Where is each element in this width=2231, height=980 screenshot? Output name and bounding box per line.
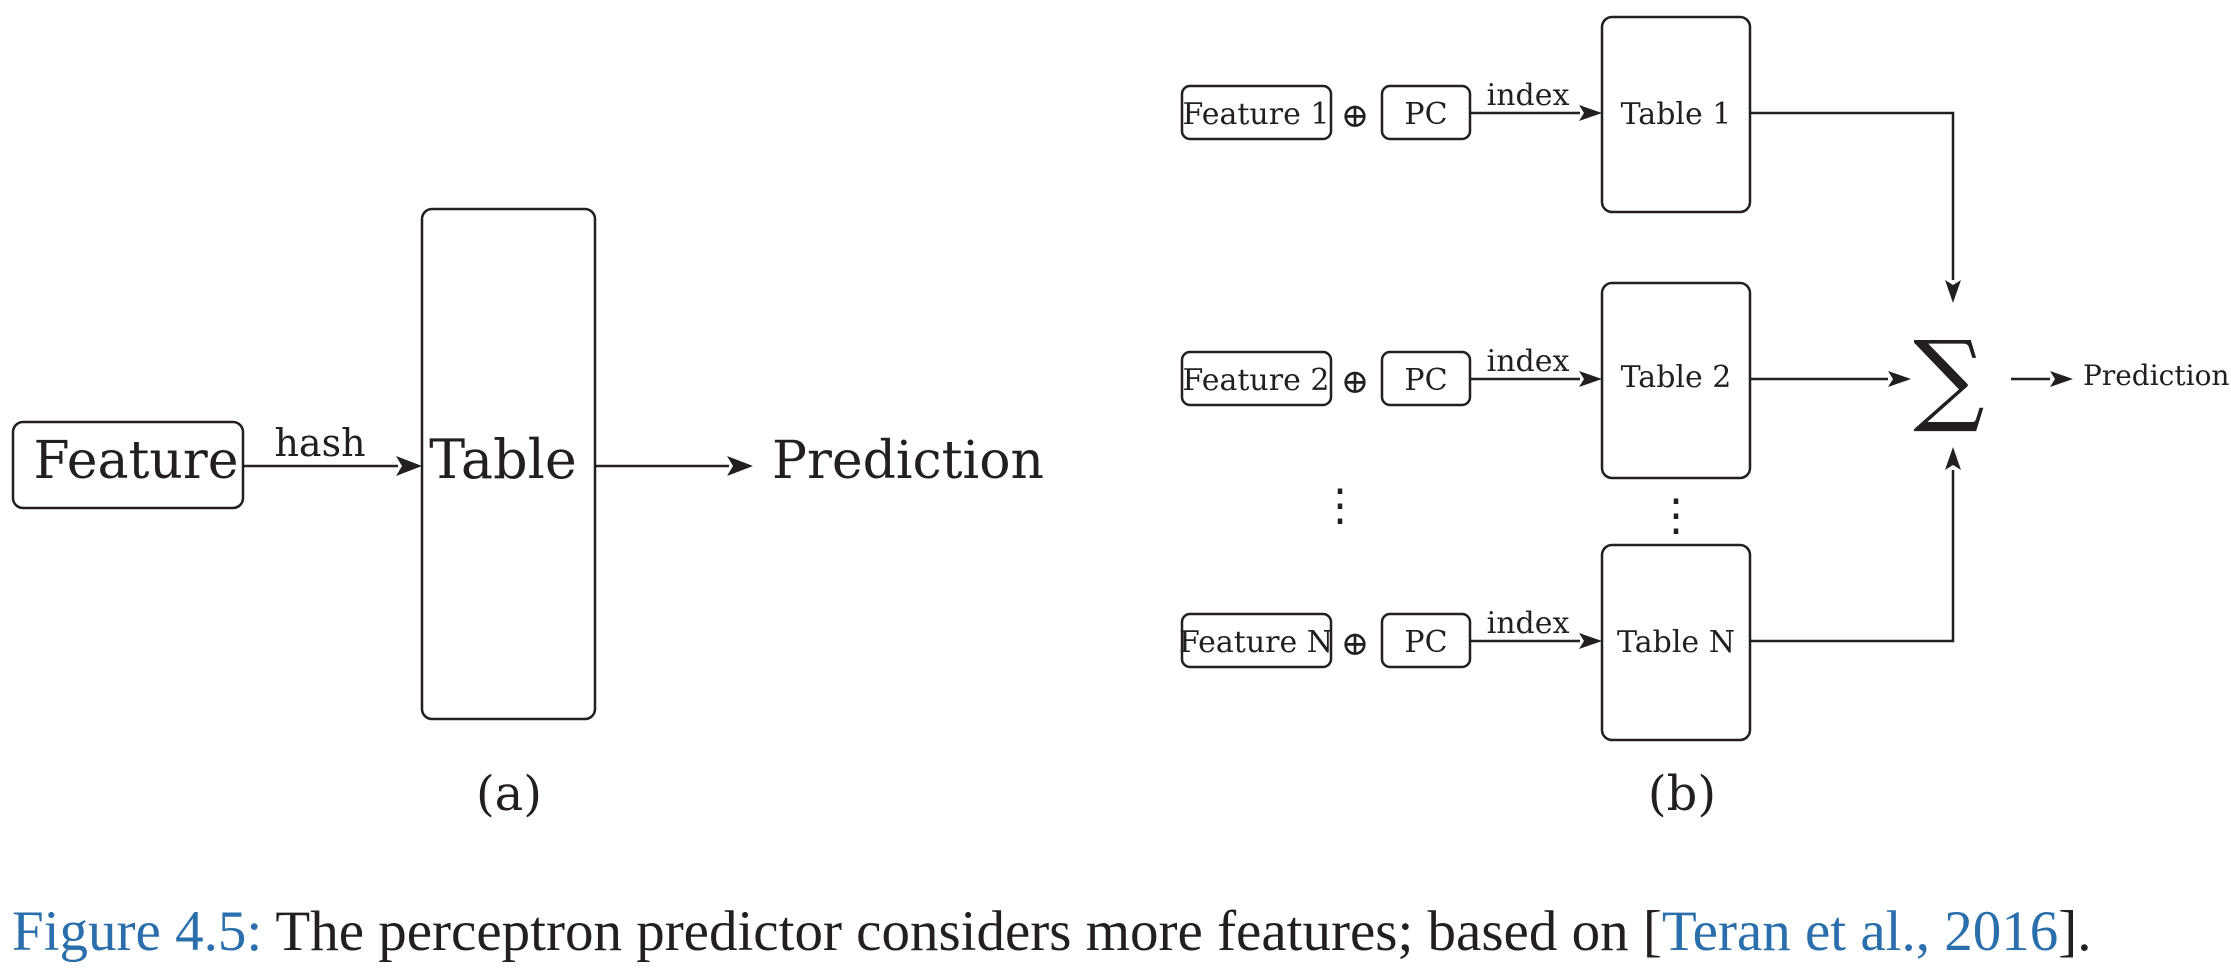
index-n-label: index (1487, 606, 1570, 641)
table-2-label: Table 2 (1621, 360, 1732, 395)
panel-b: Feature 1 ⊕ PC index Table 1 Feature 2 ⊕… (1179, 15, 2229, 822)
table-box (420, 207, 597, 721)
table-1-to-sum-arrowhead (1945, 280, 1961, 303)
feature-2-label: Feature 2 (1183, 363, 1330, 398)
feature-2-box (1180, 350, 1333, 407)
table-n-to-sum-arrowhead (1945, 447, 1961, 470)
index-1-arrowhead (1579, 105, 1602, 121)
prediction-arrowhead (727, 456, 753, 476)
panel-b-sublabel: (b) (1648, 766, 1716, 822)
row-1: Feature 1 ⊕ PC index Table 1 (1180, 15, 1752, 214)
table-2-box (1600, 281, 1752, 480)
feature-1-box (1180, 84, 1333, 141)
feature-n-box (1180, 612, 1333, 669)
xor-n-symbol: ⊕ (1341, 624, 1370, 664)
index-2-label: index (1487, 344, 1570, 379)
index-2-arrowhead (1579, 371, 1602, 387)
panel-a: Feature hash Table Prediction (a) (11, 207, 1044, 822)
feature-ellipsis: ⋮ (1318, 480, 1362, 531)
pc-n-label: PC (1404, 625, 1447, 660)
figure-caption: Figure 4.5: The perceptron predictor con… (12, 897, 2092, 967)
table-n-to-sum-connector (1750, 470, 1955, 643)
panel-b-prediction-label: Prediction (2083, 359, 2229, 392)
xor-2-symbol: ⊕ (1341, 362, 1370, 402)
pc-2-label: PC (1404, 363, 1447, 398)
hash-arrowhead (396, 456, 422, 476)
prediction-label: Prediction (772, 431, 1044, 491)
table-label: Table (429, 428, 577, 491)
hash-label: hash (274, 421, 365, 465)
index-1-label: index (1487, 78, 1570, 113)
table-2-to-sum-arrowhead (1888, 371, 1911, 387)
panel-a-sublabel: (a) (476, 766, 542, 822)
table-n-box (1600, 543, 1752, 742)
feature-n-label: Feature N (1179, 625, 1333, 660)
xor-1-symbol: ⊕ (1341, 96, 1370, 136)
table-ellipsis: ⋮ (1654, 490, 1698, 541)
caption-text: The perceptron predictor considers more … (262, 900, 1662, 963)
table-1-to-sum-connector (1750, 111, 1955, 280)
table-1-box (1600, 15, 1752, 214)
figure-label: Figure 4.5: (12, 900, 263, 963)
row-2: Feature 2 ⊕ PC index Table 2 (1180, 281, 1752, 480)
table-1-label: Table 1 (1621, 97, 1732, 132)
feature-1-label: Feature 1 (1183, 97, 1330, 132)
index-n-arrowhead (1579, 633, 1602, 649)
table-n-label: Table N (1617, 625, 1735, 660)
summation-symbol: ∑ (1913, 319, 1984, 436)
citation-link[interactable]: Teran et al., 2016 (1661, 900, 2059, 963)
sum-to-prediction-arrowhead (2050, 371, 2073, 387)
row-n: Feature N ⊕ PC index Table N (1179, 543, 1752, 742)
caption-close: ]. (2058, 900, 2092, 963)
pc-1-label: PC (1404, 97, 1447, 132)
feature-label: Feature (33, 431, 238, 491)
